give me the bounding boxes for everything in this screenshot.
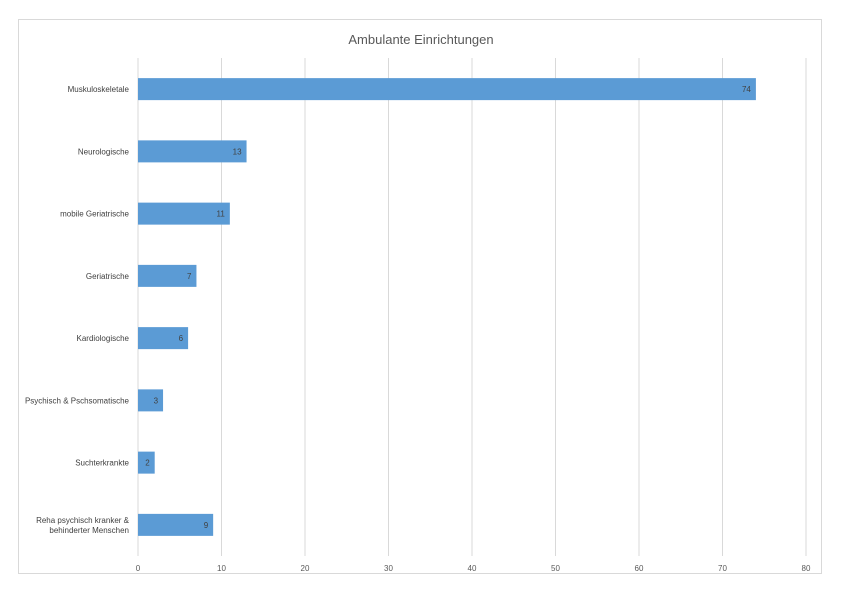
category-label: Neurologische [78,147,130,156]
data-label: 9 [204,521,209,530]
bar [138,202,230,225]
category-label: Kardiologische [77,334,130,343]
x-tick-label: 0 [136,564,141,573]
x-tick-label: 10 [217,564,226,573]
category-label: Reha psychisch kranker & behinderter Mens… [36,516,130,535]
bar [138,78,756,101]
bar [138,389,164,412]
bar [138,513,214,536]
data-label: 13 [233,147,242,156]
x-tick-label: 70 [718,564,727,573]
data-label: 2 [145,459,150,468]
x-tick-label: 60 [635,564,644,573]
data-label: 7 [187,272,192,281]
bar [138,327,189,350]
bar [138,140,247,163]
data-label: 74 [742,85,751,94]
category-label: Muskuloskeletale [68,85,130,94]
bar [138,264,197,287]
data-label: 3 [154,396,159,405]
x-tick-label: 40 [468,564,477,573]
x-tick-label: 80 [802,564,811,573]
category-label: Suchterkrankte [75,459,129,468]
data-label: 6 [179,334,184,343]
data-label: 11 [217,210,226,219]
bar [138,451,155,474]
chart-title: Ambulante Einrichtungen [348,32,494,47]
category-label: Geriatrische [86,272,130,281]
chart-frame: Ambulante Einrichtungen 0 10 20 30 40 50 60 70 8… [18,19,822,574]
x-tick-label: 20 [301,564,310,573]
category-label: Psychisch & Pschsomatische [25,396,130,405]
x-tick-label: 50 [551,564,560,573]
x-tick-label: 30 [384,564,393,573]
plot-area: 0 10 20 30 40 50 60 70 80 Muskuloskeletale 74 Neuro… [25,58,811,573]
category-label: mobile Geriatrische [60,210,129,219]
